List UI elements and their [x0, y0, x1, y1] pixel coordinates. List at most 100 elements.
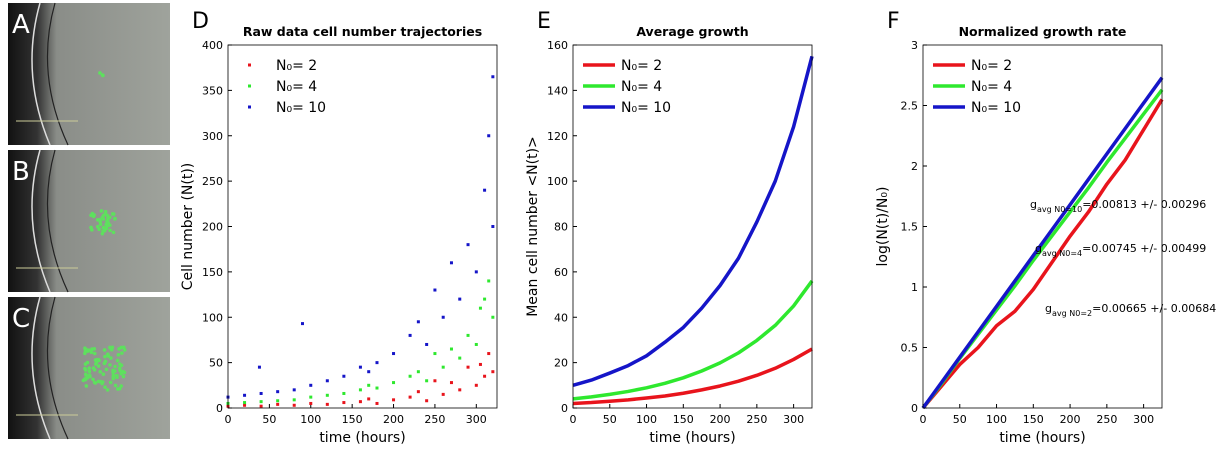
cell: [115, 358, 120, 363]
cell: [95, 218, 100, 222]
cell: [83, 346, 87, 350]
cell: [122, 348, 127, 352]
point: [483, 374, 487, 378]
point: [309, 401, 313, 405]
y-tick-label: 0: [911, 402, 918, 415]
point: [325, 402, 329, 406]
point: [466, 243, 470, 247]
cell: [87, 369, 92, 374]
annotation-subscript: avg N0=2: [1052, 309, 1092, 318]
point: [342, 391, 346, 395]
y-axis-label: Cell number (N(t)): [180, 163, 196, 291]
y-tick-label: 1.5: [901, 221, 919, 234]
cell: [91, 377, 95, 382]
point: [292, 388, 296, 392]
cell: [121, 369, 125, 374]
series-line: [572, 55, 814, 387]
y-tick-label: 200: [202, 221, 223, 234]
panel-letter: D: [192, 9, 209, 34]
point: [433, 352, 437, 356]
point: [259, 400, 263, 404]
x-tick-label: 50: [953, 413, 967, 426]
point: [478, 306, 482, 310]
cell: [89, 350, 94, 355]
point: [367, 397, 371, 401]
cell: [120, 351, 124, 355]
x-tick-label: 50: [603, 413, 617, 426]
point: [259, 404, 263, 408]
dish-edge: [46, 2, 69, 146]
y-tick-label: 0: [216, 402, 223, 415]
series-line: [572, 279, 814, 401]
y-tick-label: 120: [547, 130, 568, 143]
y-tick-label: 80: [554, 221, 568, 234]
point: [259, 391, 263, 395]
cell: [111, 230, 116, 235]
cell: [116, 353, 121, 357]
point: [342, 401, 346, 405]
y-tick-label: 350: [202, 84, 223, 97]
cell: [121, 374, 126, 379]
panel-letter: C: [12, 304, 30, 334]
point: [292, 403, 296, 407]
x-tick-label: 150: [673, 413, 694, 426]
annotation: gavg N0=2=0.00665 +/- 0.00684: [1045, 302, 1216, 318]
point: [441, 315, 445, 319]
point: [449, 347, 453, 351]
cell: [103, 354, 107, 359]
cell: [84, 384, 89, 388]
axes-frame: [227, 44, 498, 409]
point: [425, 342, 429, 346]
legend-label: N₀= 4: [621, 79, 662, 95]
cell: [119, 345, 124, 350]
point: [425, 379, 429, 383]
series-line: [921, 98, 1164, 410]
annotation-symbol: g: [1030, 198, 1037, 211]
point: [367, 370, 371, 374]
point: [408, 374, 412, 378]
panel-letter: B: [12, 157, 30, 187]
cell: [107, 223, 111, 227]
legend-label: N₀= 10: [971, 100, 1021, 116]
point: [458, 388, 462, 392]
x-tick-label: 0: [570, 413, 577, 426]
point: [474, 342, 478, 346]
point: [276, 402, 280, 406]
x-tick-label: 250: [1096, 413, 1117, 426]
point: [483, 297, 487, 301]
point: [375, 401, 379, 405]
x-axis-label: time (hours): [999, 430, 1085, 446]
cell: [113, 369, 117, 373]
axes-frame: [922, 44, 1163, 409]
y-tick-label: 0: [561, 402, 568, 415]
x-tick-label: 300: [783, 413, 804, 426]
point: [441, 365, 445, 369]
x-tick-label: 300: [466, 413, 487, 426]
point: [325, 379, 329, 383]
point: [309, 383, 313, 387]
cell: [85, 349, 90, 353]
y-tick-label: 100: [202, 311, 223, 324]
point: [276, 399, 280, 403]
cell: [89, 213, 93, 218]
point: [292, 398, 296, 402]
cell: [97, 227, 101, 232]
cell: [109, 356, 113, 360]
annotation-value: =0.00665 +/- 0.00684: [1092, 302, 1216, 315]
point: [487, 134, 491, 138]
point: [487, 279, 491, 283]
annotation-subscript: avg N0=4: [1042, 249, 1082, 258]
point: [474, 383, 478, 387]
point: [487, 352, 491, 356]
y-tick-label: 100: [547, 175, 568, 188]
point: [392, 398, 396, 402]
cell: [113, 217, 117, 221]
cell: [101, 213, 106, 218]
cell: [87, 373, 92, 377]
annotation-value: =0.00745 +/- 0.00499: [1082, 242, 1206, 255]
cell: [113, 383, 118, 388]
dish-edge: [46, 149, 69, 293]
cell: [85, 360, 90, 365]
y-tick-label: 2.5: [901, 100, 919, 113]
cell: [102, 228, 107, 233]
